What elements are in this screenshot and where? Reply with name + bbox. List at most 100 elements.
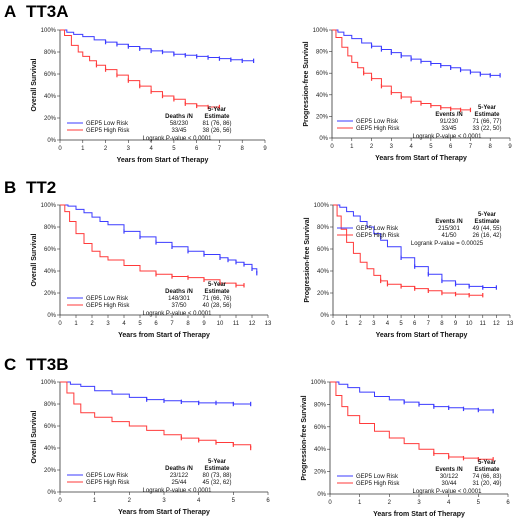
legend-count: 33/45 (441, 126, 457, 132)
legend-count: 30/44 (441, 481, 457, 487)
legend-estimate: 38 (26, 56) (202, 128, 231, 134)
x-tick-label: 8 (241, 146, 245, 152)
x-tick-label: 0 (58, 321, 62, 327)
logrank-pvalue: Logrank P-value < 0.0001 (143, 311, 213, 317)
axes: 0 1 2 3 4 5 60%20%40%60%80%100% (41, 380, 271, 504)
axes: 0 1 2 3 4 5 6 7 8 9 0% 20% 40% 60% 80% 100% (313, 28, 513, 150)
x-tick-label: 5 (429, 144, 433, 150)
x-tick-label: 9 (263, 146, 267, 152)
series-high-risk (330, 381, 494, 462)
panel-c-heading: C TT3B (4, 355, 69, 374)
legend-series-name: GEP5 High Risk (86, 480, 130, 486)
series-low-risk (60, 204, 258, 276)
x-tick-label: 6 (154, 321, 158, 327)
x-tick-label: 6 (195, 146, 199, 152)
series-high-risk (332, 29, 472, 113)
series-high-risk (60, 381, 252, 451)
y-tick-label: 40% (316, 93, 329, 99)
legend-col-estimate-head2: Estimate (204, 466, 230, 472)
x-tick-label: 12 (249, 321, 256, 327)
y-tick-label: 100% (313, 28, 329, 34)
axes: 0 1 2 3 4 5 6 7 8 9 10 11 12 130%20%40%60%80%100% (41, 203, 272, 327)
x-tick-label: 4 (409, 144, 413, 150)
x-tick-label: 5 (138, 321, 142, 327)
x-tick-label: 5 (399, 321, 403, 327)
x-tick-label: 10 (217, 321, 224, 327)
axes: 0 1 2 3 4 5 6 7 8 9 10 11 12 130%20%40%60%80%100% (314, 203, 514, 327)
survival-curve (60, 381, 252, 448)
axes: 0 1 2 3 4 5 6 7 8 9 0% 20% 40% 60% 80% 100% (41, 28, 268, 152)
x-tick-label: 3 (162, 498, 166, 504)
panel-title-a: TT3A (26, 2, 69, 21)
km-plot-tt2-os: 0 1 2 3 4 5 6 7 8 9 10 11 12 130%20%40%60%80%100%Year… (31, 203, 272, 339)
legend-count: 91/230 (440, 119, 459, 125)
panel-letter-c: C (4, 355, 16, 374)
x-tick-label: 4 (149, 146, 153, 152)
legend-count: 41/50 (441, 233, 457, 239)
series-high-risk (60, 29, 221, 110)
legend-col-count-head: Deaths /N (165, 466, 193, 472)
y-tick-label: 0% (317, 492, 326, 498)
y-tick-label: 100% (311, 380, 327, 386)
y-tick-label: 40% (44, 94, 57, 100)
legend-estimate: 80 (73, 88) (202, 473, 231, 479)
logrank-pvalue: Logrank P-value < 0.0001 (413, 134, 483, 140)
panel-b-heading: B TT2 (4, 178, 56, 197)
x-axis-title: Years from Start of Therapy (375, 155, 467, 162)
x-tick-label: 3 (417, 500, 421, 506)
y-tick-label: 60% (316, 71, 329, 77)
survival-curve (330, 381, 494, 412)
x-tick-label: 4 (122, 321, 126, 327)
x-tick-label: 0 (330, 144, 334, 150)
panel-letter-b: B (4, 178, 16, 197)
legend-count: 215/301 (438, 226, 460, 232)
y-axis-title: Progression-free Survival (304, 217, 311, 302)
y-tick-label: 0% (47, 490, 56, 496)
y-tick-label: 20% (44, 468, 57, 474)
x-axis-title: Years from Start of Therapy (376, 332, 468, 339)
x-tick-label: 1 (358, 500, 362, 506)
x-tick-label: 4 (197, 498, 201, 504)
legend-series-name: GEP5 Low Risk (86, 473, 129, 479)
x-tick-label: 4 (386, 321, 390, 327)
x-tick-label: 2 (370, 144, 374, 150)
legend-col-estimate-head: 5-Year (478, 212, 497, 218)
x-tick-label: 11 (233, 321, 240, 327)
survival-curve (332, 29, 501, 76)
series-high-risk (333, 204, 484, 298)
legend-series-name: GEP5 High Risk (356, 481, 400, 487)
y-axis-title: Overall Survival (31, 233, 38, 286)
legend-count: 30/122 (440, 474, 459, 480)
panel-a-heading: A TT3A (4, 2, 69, 21)
x-tick-label: 2 (104, 146, 108, 152)
legend-count: 148/301 (168, 296, 190, 302)
x-tick-label: 12 (493, 321, 500, 327)
x-tick-label: 2 (128, 498, 132, 504)
x-tick-label: 1 (345, 321, 349, 327)
x-tick-label: 3 (127, 146, 131, 152)
legend-col-estimate-head: 5-Year (208, 107, 227, 113)
y-axis-title: Progression-free Survival (301, 395, 308, 480)
survival-curve (60, 381, 251, 405)
x-tick-label: 6 (266, 498, 270, 504)
y-tick-label: 20% (314, 470, 327, 476)
x-tick-label: 6 (449, 144, 453, 150)
x-tick-label: 7 (469, 144, 473, 150)
x-tick-label: 8 (440, 321, 444, 327)
x-tick-label: 7 (170, 321, 174, 327)
y-tick-label: 40% (44, 446, 57, 452)
y-tick-label: 40% (314, 447, 327, 453)
logrank-pvalue: Logrank P-value < 0.0001 (143, 136, 213, 142)
legend-estimate: 81 (76, 86) (202, 121, 231, 127)
y-axis-title: Overall Survival (31, 58, 38, 111)
y-tick-label: 80% (44, 225, 57, 231)
x-tick-label: 1 (74, 321, 78, 327)
x-tick-label: 13 (265, 321, 272, 327)
x-tick-label: 4 (447, 500, 451, 506)
